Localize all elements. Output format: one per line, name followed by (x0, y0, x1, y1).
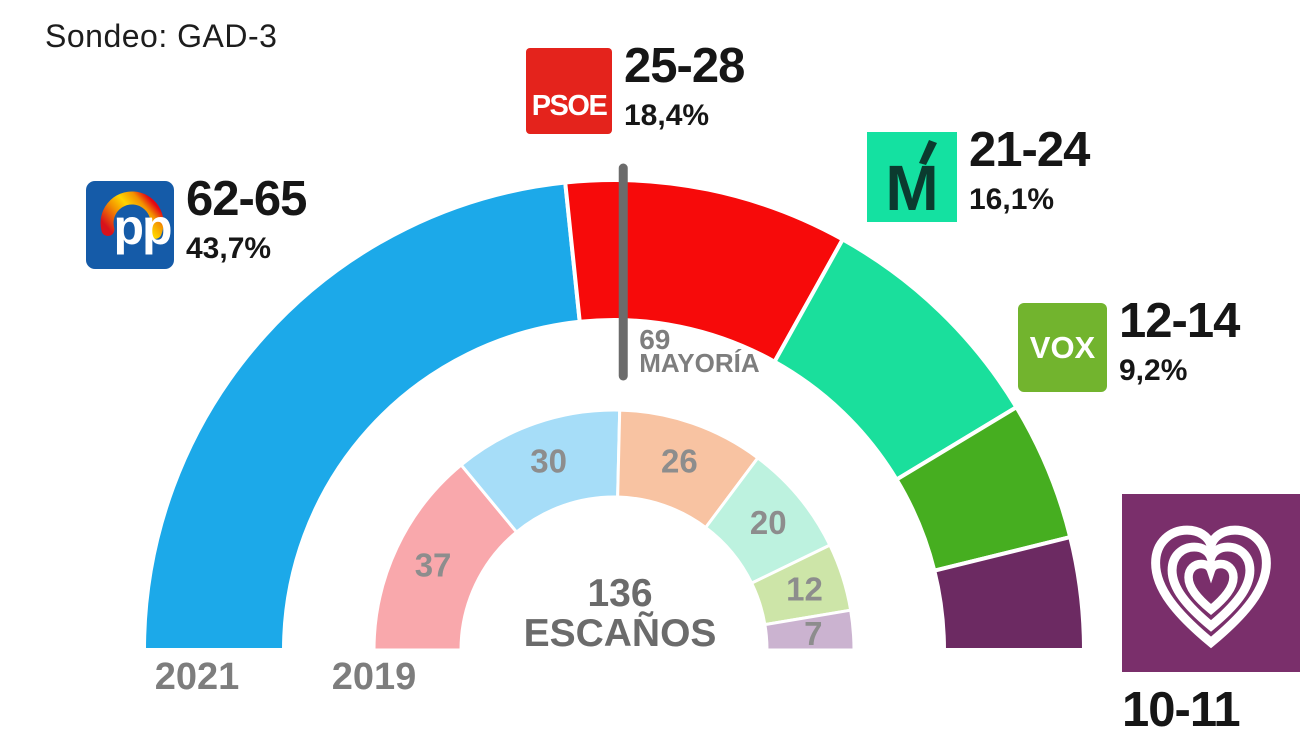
vox-logo-icon: VOX (1018, 303, 1107, 392)
pp-seat-range: 62-65 (186, 172, 307, 226)
ring-year-label-2021: 2021 (155, 656, 240, 698)
party-card-mas-madrid: M 21-24 16,1% (867, 126, 1090, 222)
psoe-seat-range: 25-28 (624, 39, 745, 93)
mas-madrid-seat-range: 21-24 (969, 123, 1090, 177)
party-card-pp: pp 62-65 43,7% (86, 175, 307, 269)
ring-year-label-2019: 2019 (332, 656, 417, 698)
seat-count-2019-VOX: 12 (786, 571, 823, 608)
total-seats-label: ESCAÑOS (524, 611, 717, 655)
mas-madrid-accent (919, 140, 937, 165)
mas-madrid-logo-text: M (885, 152, 938, 222)
seat-count-2019-Ciudadanos: 26 (661, 442, 698, 479)
podemos-seat-range: 10-11 (1122, 683, 1241, 731)
pp-bird-swoosh (100, 191, 164, 239)
total-seats-value: 136 (587, 572, 652, 615)
majority-seats-value: 69 (639, 324, 670, 355)
arc-segment-2021-PP (141, 180, 582, 652)
mas-madrid-logo-icon: M (867, 132, 957, 222)
heart-icon (1151, 525, 1271, 649)
party-card-psoe: PSOE 25-28 18,4% (526, 42, 745, 134)
vox-vote-pct: 9,2% (1119, 354, 1188, 387)
vox-seat-range: 12-14 (1119, 294, 1240, 348)
party-card-vox: VOX 12-14 9,2% (1018, 297, 1240, 392)
psoe-logo-text: PSOE (531, 90, 608, 122)
pp-logo-text: pp (113, 199, 171, 255)
psoe-vote-pct: 18,4% (624, 99, 710, 132)
seat-count-2019-PP: 30 (530, 442, 567, 479)
arc-segment-2019-Podemos (763, 608, 856, 652)
vox-logo-text: VOX (1029, 329, 1096, 365)
podemos-logo-icon (1122, 494, 1300, 672)
seat-count-2019-Más Madrid: 20 (750, 504, 787, 541)
mas-madrid-vote-pct: 16,1% (969, 183, 1055, 216)
seat-count-2019-PSOE: 37 (415, 546, 452, 583)
arc-segment-2021-Podemos (931, 534, 1087, 652)
poll-source-label: Sondeo: GAD-3 (45, 18, 278, 54)
pp-logo-icon: pp (86, 181, 174, 269)
party-card-podemos: 10-11 7,9% (1122, 494, 1300, 731)
majority-label: MAYORÍA (639, 348, 760, 378)
seat-count-2019-Podemos: 7 (804, 615, 822, 652)
pp-vote-pct: 43,7% (186, 232, 272, 265)
psoe-logo-icon: PSOE (526, 48, 612, 134)
